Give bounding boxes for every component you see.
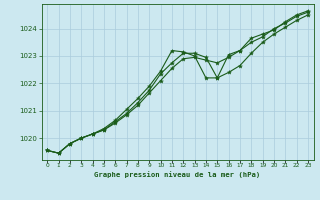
X-axis label: Graphe pression niveau de la mer (hPa): Graphe pression niveau de la mer (hPa) (94, 171, 261, 178)
